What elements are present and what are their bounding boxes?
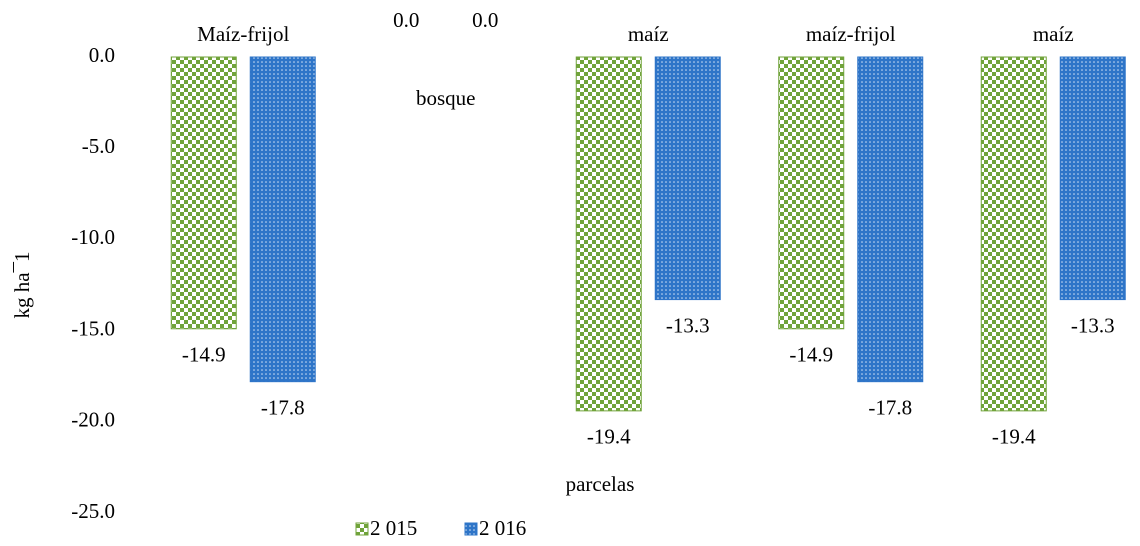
bar	[857, 56, 924, 383]
data-label: -19.4	[992, 425, 1036, 449]
x-category-label: maíz-frijol	[806, 22, 896, 46]
data-label: -14.9	[182, 343, 226, 367]
data-label: -13.3	[1071, 313, 1115, 337]
y-tick-label: -25.0	[71, 499, 115, 523]
data-label: -14.9	[789, 343, 833, 367]
y-tick-label: -10.0	[71, 225, 115, 249]
data-label: -19.4	[587, 425, 631, 449]
data-label: -17.8	[261, 395, 305, 419]
bar	[1059, 56, 1126, 301]
data-label: 0.0	[393, 8, 419, 32]
x-category-label: maíz	[1033, 22, 1074, 46]
legend-label: 2 015	[370, 516, 417, 540]
data-label: -13.3	[666, 313, 710, 337]
legend-swatch	[355, 522, 369, 536]
y-tick-label: -5.0	[82, 134, 115, 158]
bar	[249, 56, 316, 383]
bar	[654, 56, 721, 301]
x-category-label: maíz	[628, 22, 669, 46]
y-tick-label: 0.0	[89, 43, 115, 67]
y-axis-label: kg ha¯1	[10, 251, 34, 318]
x-category-label: bosque	[416, 86, 476, 110]
data-label: 0.0	[472, 8, 498, 32]
legend-swatch	[464, 522, 478, 536]
x-axis-label: parcelas	[566, 472, 635, 496]
bar	[575, 56, 642, 412]
data-label: -17.8	[868, 395, 912, 419]
x-category-label: Maíz-frijol	[197, 22, 289, 46]
bar	[170, 56, 237, 330]
legend-label: 2 016	[479, 516, 526, 540]
bar	[980, 56, 1047, 412]
bar	[778, 56, 845, 330]
y-tick-label: -20.0	[71, 408, 115, 432]
y-tick-label: -15.0	[71, 316, 115, 340]
